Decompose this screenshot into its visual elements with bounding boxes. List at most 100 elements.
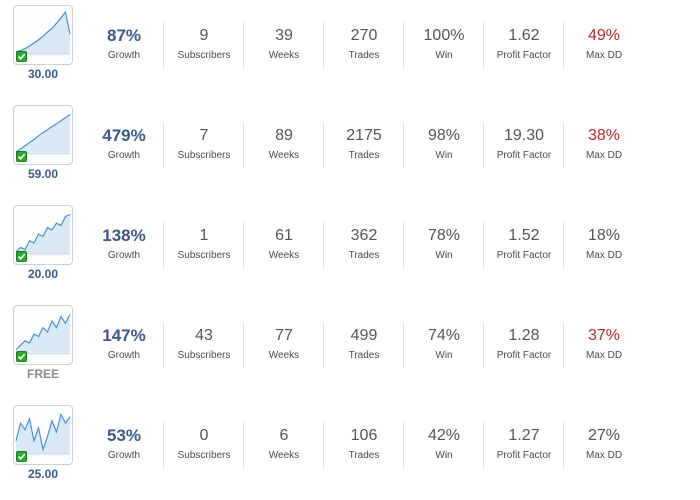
- max-dd-stat: 38% Max DD: [563, 122, 644, 168]
- equity-chart-thumbnail[interactable]: [13, 305, 73, 365]
- growth-label: Growth: [107, 50, 141, 61]
- weeks-value: 61: [275, 227, 293, 244]
- subscribed-check-icon: [16, 251, 27, 262]
- signal-row[interactable]: 30.00 87% Growth 9 Subscribers 39 Weeks …: [0, 0, 700, 100]
- subscribers-value: 9: [199, 27, 209, 44]
- max-dd-label: Max DD: [585, 250, 623, 261]
- win-stat: 42% Win: [403, 422, 484, 468]
- win-stat: 98% Win: [403, 122, 484, 168]
- equity-chart-thumbnail[interactable]: [13, 105, 73, 165]
- growth-stat: 87% Growth: [84, 22, 164, 68]
- max-dd-stat: 49% Max DD: [563, 22, 644, 68]
- profit-factor-value: 1.27: [508, 427, 540, 444]
- profit-factor-label: Profit Factor: [496, 450, 552, 461]
- subscribers-label: Subscribers: [177, 50, 231, 61]
- growth-label: Growth: [107, 350, 141, 361]
- subscribers-stat: 9 Subscribers: [163, 22, 244, 68]
- equity-chart-thumbnail[interactable]: [13, 405, 73, 465]
- weeks-value: 39: [275, 27, 293, 44]
- equity-sparkline: [15, 113, 71, 155]
- growth-label: Growth: [107, 150, 141, 161]
- win-label: Win: [435, 450, 453, 461]
- trades-label: Trades: [348, 50, 380, 61]
- trades-label: Trades: [348, 150, 380, 161]
- growth-value: 479%: [102, 126, 146, 145]
- growth-stat: 147% Growth: [84, 322, 164, 368]
- trades-value: 270: [350, 27, 378, 44]
- price-label: 20.00: [27, 267, 59, 281]
- max-dd-value: 18%: [587, 227, 621, 244]
- weeks-label: Weeks: [268, 50, 300, 61]
- profit-factor-stat: 1.62 Profit Factor: [483, 22, 564, 68]
- win-stat: 74% Win: [403, 322, 484, 368]
- subscribers-label: Subscribers: [177, 450, 231, 461]
- subscribers-label: Subscribers: [177, 150, 231, 161]
- subscribed-check-icon: [16, 51, 27, 62]
- win-label: Win: [435, 50, 453, 61]
- weeks-stat: 77 Weeks: [243, 322, 324, 368]
- trades-label: Trades: [348, 450, 380, 461]
- growth-value: 147%: [102, 326, 146, 345]
- trades-value: 106: [350, 427, 378, 444]
- win-label: Win: [435, 150, 453, 161]
- win-label: Win: [435, 250, 453, 261]
- profit-factor-value: 1.52: [508, 227, 540, 244]
- max-dd-stat: 27% Max DD: [563, 422, 644, 468]
- growth-label: Growth: [107, 250, 141, 261]
- max-dd-label: Max DD: [585, 50, 623, 61]
- subscribers-stat: 43 Subscribers: [163, 322, 244, 368]
- profit-factor-stat: 1.52 Profit Factor: [483, 222, 564, 268]
- max-dd-stat: 18% Max DD: [563, 222, 644, 268]
- subscribers-stat: 1 Subscribers: [163, 222, 244, 268]
- profit-factor-label: Profit Factor: [496, 150, 552, 161]
- growth-value: 53%: [106, 426, 142, 445]
- weeks-label: Weeks: [268, 150, 300, 161]
- trades-value: 499: [350, 327, 378, 344]
- max-dd-label: Max DD: [585, 350, 623, 361]
- signal-row[interactable]: FREE 147% Growth 43 Subscribers 77 Weeks…: [0, 300, 700, 400]
- max-dd-label: Max DD: [585, 450, 623, 461]
- win-stat: 100% Win: [403, 22, 484, 68]
- win-value: 98%: [427, 127, 461, 144]
- signal-row[interactable]: 59.00 479% Growth 7 Subscribers 89 Weeks…: [0, 100, 700, 200]
- max-dd-label: Max DD: [585, 150, 623, 161]
- max-dd-value: 27%: [587, 427, 621, 444]
- trades-value: 2175: [346, 127, 382, 144]
- profit-factor-label: Profit Factor: [496, 50, 552, 61]
- profit-factor-value: 1.62: [508, 27, 540, 44]
- signal-row[interactable]: 20.00 138% Growth 1 Subscribers 61 Weeks…: [0, 200, 700, 300]
- growth-value: 87%: [106, 26, 142, 45]
- profit-factor-value: 19.30: [503, 127, 545, 144]
- equity-chart-thumbnail[interactable]: [13, 5, 73, 65]
- max-dd-value: 38%: [587, 127, 621, 144]
- weeks-stat: 61 Weeks: [243, 222, 324, 268]
- subscribed-check-icon: [16, 351, 27, 362]
- price-label: FREE: [26, 367, 59, 381]
- weeks-value: 6: [279, 427, 289, 444]
- subscribers-value: 7: [199, 127, 209, 144]
- win-label: Win: [435, 350, 453, 361]
- weeks-label: Weeks: [268, 250, 300, 261]
- subscribers-label: Subscribers: [177, 250, 231, 261]
- subscribers-value: 0: [199, 427, 209, 444]
- win-value: 42%: [427, 427, 461, 444]
- max-dd-stat: 37% Max DD: [563, 322, 644, 368]
- subscribed-check-icon: [16, 451, 27, 462]
- weeks-value: 77: [275, 327, 293, 344]
- trades-label: Trades: [348, 350, 380, 361]
- win-value: 100%: [423, 27, 465, 44]
- signals-list: 30.00 87% Growth 9 Subscribers 39 Weeks …: [0, 0, 700, 481]
- win-stat: 78% Win: [403, 222, 484, 268]
- profit-factor-value: 1.28: [508, 327, 540, 344]
- subscribers-value: 1: [199, 227, 209, 244]
- subscribers-label: Subscribers: [177, 350, 231, 361]
- trades-stat: 270 Trades: [323, 22, 404, 68]
- growth-value: 138%: [102, 226, 146, 245]
- equity-chart-thumbnail[interactable]: [13, 205, 73, 265]
- weeks-label: Weeks: [268, 350, 300, 361]
- price-label: 30.00: [27, 67, 59, 81]
- growth-stat: 479% Growth: [84, 122, 164, 168]
- trades-stat: 362 Trades: [323, 222, 404, 268]
- signal-row[interactable]: 25.00 53% Growth 0 Subscribers 6 Weeks 1…: [0, 400, 700, 500]
- weeks-value: 89: [275, 127, 293, 144]
